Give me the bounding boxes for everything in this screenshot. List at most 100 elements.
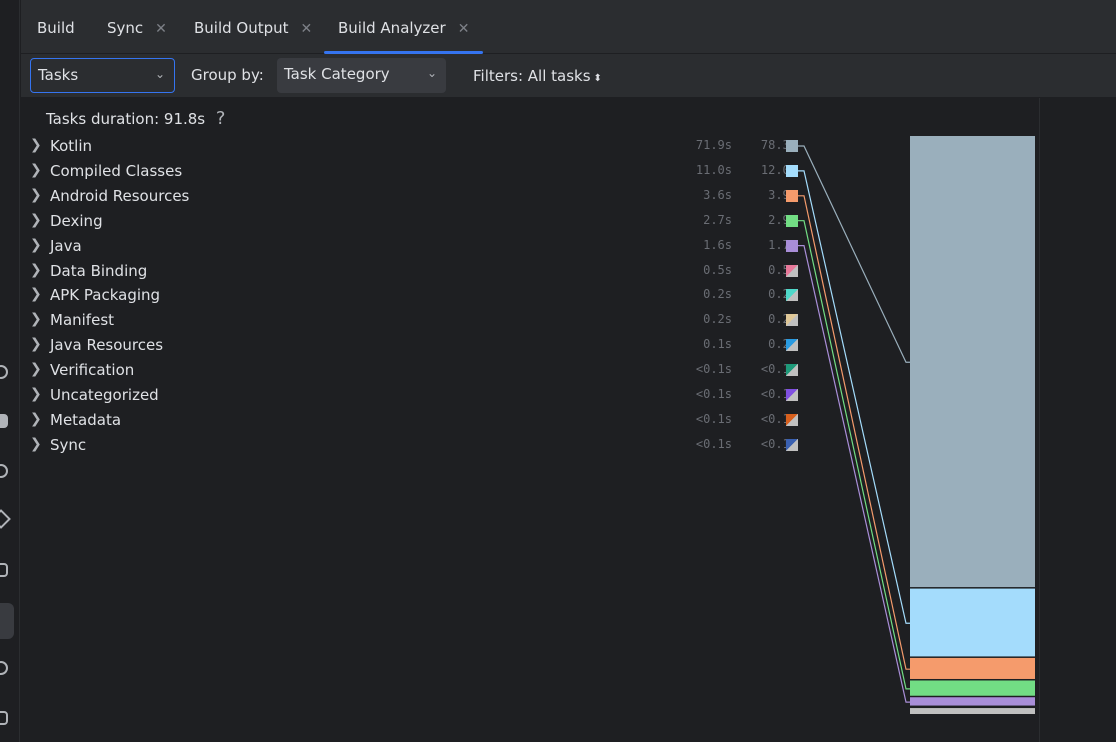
category-row[interactable]: ❯ Kotlin 71.9s 78.3% (21, 136, 821, 160)
category-row[interactable]: ❯ Metadata <0.1s <0.1% (21, 410, 821, 434)
toolbar: Tasks ⌄ Group by: Task Category ⌄ Filters:… (21, 54, 1116, 98)
connector-line (798, 170, 910, 624)
tool-window-sidebar (0, 0, 20, 742)
tab-build[interactable]: Build (37, 19, 75, 54)
chevron-right-icon[interactable]: ❯ (30, 186, 42, 203)
tab-build-analyzer[interactable]: Build Analyzer ✕ (323, 19, 484, 54)
duration-chart (798, 136, 1035, 714)
category-label: Java (50, 236, 82, 255)
legend-swatch (786, 339, 798, 352)
category-row[interactable]: ❯ Data Binding 0.5s 0.5% (21, 261, 821, 285)
legend-swatch (786, 164, 798, 177)
filters-label: Filters: All tasks (473, 67, 591, 85)
details-panel (1039, 98, 1116, 742)
chevron-right-icon[interactable]: ❯ (30, 286, 42, 303)
legend-swatch (786, 314, 798, 327)
chevron-right-icon[interactable]: ❯ (30, 261, 42, 278)
category-label: Manifest (50, 311, 115, 330)
connector-line (798, 245, 910, 703)
duration-text: Tasks duration: 91.8s (46, 110, 206, 128)
chevron-right-icon[interactable]: ❯ (30, 161, 42, 178)
group-by-label: Group by: (191, 66, 264, 84)
chevron-right-icon[interactable]: ❯ (30, 311, 42, 328)
legend-swatch (786, 289, 798, 302)
category-time: 3.6s (703, 187, 732, 202)
tab-label: Build (37, 19, 75, 37)
category-label: Dexing (50, 211, 103, 230)
category-label: APK Packaging (50, 286, 161, 305)
chevron-right-icon[interactable]: ❯ (30, 386, 42, 402)
problems-icon[interactable] (0, 464, 8, 478)
category-label: Sync (50, 435, 87, 454)
category-row[interactable]: ❯ Java 1.6s 1.7% (21, 236, 821, 260)
chevron-right-icon[interactable]: ❯ (30, 435, 42, 452)
tab-sync[interactable]: Sync ✕ (107, 19, 167, 54)
bar-segment (910, 680, 1035, 696)
category-time: 0.2s (703, 312, 732, 327)
category-label: Data Binding (50, 261, 148, 280)
category-row[interactable]: ❯ APK Packaging 0.2s 0.2% (21, 285, 821, 309)
category-label: Verification (50, 361, 135, 380)
tasks-duration: Tasks duration: 91.8s ? (46, 108, 225, 129)
close-icon[interactable]: ✕ (300, 21, 313, 37)
tab-label: Sync (107, 19, 144, 37)
chevron-right-icon[interactable]: ❯ (30, 410, 42, 427)
legend-swatch (786, 189, 798, 202)
category-row[interactable]: ❯ Java Resources 0.1s 0.2% (21, 335, 821, 359)
category-time: <0.1s (695, 362, 732, 377)
legend-swatch (786, 239, 798, 252)
tab-build-output[interactable]: Build Output ✕ (194, 19, 312, 54)
legend-swatch (786, 140, 798, 152)
build-analyzer-panel: Tasks duration: 91.8s ? ❯ Kotlin 71.9s 7… (21, 98, 1039, 742)
chevron-right-icon[interactable]: ❯ (30, 361, 42, 378)
bar-segment (910, 588, 1035, 657)
chevron-right-icon[interactable]: ❯ (30, 236, 42, 253)
category-label: Kotlin (50, 137, 92, 155)
services-icon[interactable] (0, 661, 8, 675)
build-analyzer-tool-button[interactable] (0, 603, 14, 639)
category-label: Java Resources (50, 336, 164, 355)
category-label: Compiled Classes (50, 161, 183, 180)
legend-swatch (786, 214, 798, 227)
category-label: Uncategorized (50, 386, 159, 404)
view-select[interactable]: Tasks ⌄ (30, 58, 175, 93)
bar-segment (910, 657, 1035, 679)
logcat-icon[interactable] (0, 563, 8, 577)
category-time: <0.1s (695, 436, 732, 451)
category-row[interactable]: ❯ Verification <0.1s <0.1% (21, 360, 821, 384)
category-label: Metadata (50, 410, 122, 429)
chevron-down-icon: ⌄ (154, 67, 165, 81)
category-row[interactable]: ❯ Android Resources 3.6s 3.9% (21, 186, 821, 210)
terminal-icon[interactable] (0, 414, 8, 428)
git-icon[interactable] (0, 509, 11, 529)
help-icon[interactable]: ? (215, 108, 226, 129)
category-row[interactable]: ❯ Manifest 0.2s 0.2% (21, 310, 821, 334)
build-icon[interactable] (0, 365, 8, 379)
close-icon[interactable]: ✕ (457, 21, 470, 37)
category-time: 11.0s (695, 162, 732, 177)
filters-dropdown[interactable]: Filters: All tasks ⬍ (473, 67, 602, 85)
category-row[interactable]: ❯ Sync <0.1s <0.1% (21, 435, 821, 459)
category-row[interactable]: ❯ Uncategorized <0.1s <0.1% (21, 385, 821, 409)
category-time: 0.1s (703, 337, 732, 352)
bar-segment-other (910, 708, 1035, 714)
connector-line (798, 145, 910, 363)
close-icon[interactable]: ✕ (155, 21, 167, 37)
category-row[interactable]: ❯ Dexing 2.7s 2.9% (21, 211, 821, 235)
chevron-right-icon[interactable]: ❯ (30, 137, 42, 153)
legend-swatch (786, 413, 798, 426)
chevron-right-icon[interactable]: ❯ (30, 211, 42, 228)
bar-segment (910, 136, 1035, 588)
tab-label: Build Output (194, 19, 289, 37)
category-time: <0.1s (695, 387, 732, 401)
category-time: 0.2s (703, 287, 732, 302)
connector-line (798, 195, 910, 670)
category-time: 1.6s (703, 237, 732, 252)
view-select-value: Tasks (38, 66, 79, 84)
chevron-right-icon[interactable]: ❯ (30, 336, 42, 353)
bar-segment (910, 697, 1035, 706)
group-by-select[interactable]: Task Category ⌄ (277, 58, 446, 93)
device-icon[interactable] (0, 711, 8, 725)
category-time: 2.7s (703, 212, 732, 227)
category-row[interactable]: ❯ Compiled Classes 11.0s 12.0% (21, 161, 821, 185)
